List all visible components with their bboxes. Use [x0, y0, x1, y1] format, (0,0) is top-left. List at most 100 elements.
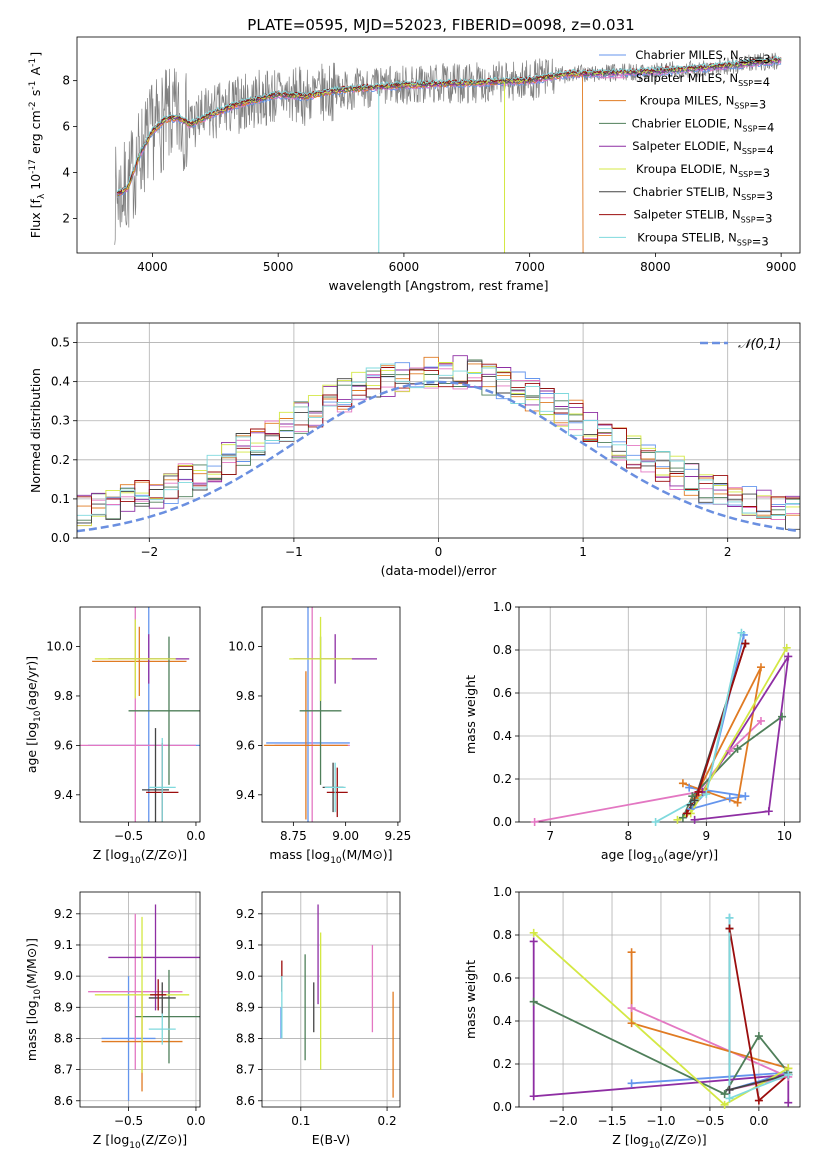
legend-label: Salpeter ELODIE, NSSP=4 — [632, 139, 774, 157]
x-axis-label: wavelength [Angstrom, rest frame] — [328, 278, 548, 293]
weight-marker — [690, 815, 699, 824]
x-tick-label: −0.5 — [114, 1114, 143, 1128]
y-tick-label: 0.1 — [51, 492, 70, 506]
weight-marker — [733, 744, 742, 753]
weight-marker — [725, 1094, 734, 1103]
x-tick-label: 8.75 — [280, 829, 307, 843]
plot-area — [534, 632, 790, 822]
y-tick-label: 8.9 — [236, 1000, 255, 1014]
plot-area — [80, 607, 200, 822]
weight-marker — [627, 1004, 636, 1013]
x-axis-label: E(B-V) — [312, 1132, 351, 1147]
axes-frame — [79, 606, 201, 823]
y-tick-label: 0.3 — [51, 414, 70, 428]
x-tick-label: 6000 — [389, 260, 420, 274]
weight-marker — [784, 652, 793, 661]
legend-label: Chabrier MILES, NSSP=3 — [635, 48, 770, 66]
panel-weight_vs_age: 7 8 9 10 0.0 0.2 0.4 0.6 0.8 1.0 age [log10(age/yr… — [463, 600, 801, 866]
plot-area — [280, 904, 394, 1098]
x-axis-label: Z [log10(Z/Z⊙)] — [93, 847, 187, 866]
legend-label: Chabrier STELIB, NSSP=3 — [633, 185, 773, 203]
plot-area — [264, 607, 377, 822]
weight-marker — [720, 1100, 729, 1109]
weight-marker — [725, 924, 734, 933]
weight-line — [533, 1000, 790, 1096]
y-tick-label: 8.8 — [54, 1031, 73, 1045]
weight-line — [687, 634, 746, 811]
x-tick-label: 0 — [435, 545, 443, 559]
weight-marker — [756, 663, 765, 672]
weight-marker — [682, 809, 691, 818]
figure-title: PLATE=0595, MJD=52023, FIBERID=0098, z=0… — [247, 16, 634, 34]
y-tick-label: 0.2 — [493, 772, 512, 786]
axes-frame — [261, 606, 401, 823]
y-tick-label: 2 — [62, 212, 70, 226]
gaussian-curve — [77, 380, 800, 533]
y-tick-label: 8.6 — [54, 1094, 73, 1108]
y-tick-label: 8.8 — [236, 1031, 255, 1045]
x-tick-label: 0.0 — [186, 829, 205, 843]
x-tick-label: −1.5 — [597, 1114, 626, 1128]
legend-label: Kroupa STELIB, NSSP=3 — [637, 230, 768, 248]
y-tick-label: 0.0 — [493, 1100, 512, 1114]
plot-area — [77, 355, 800, 533]
y-tick-label: 0.5 — [51, 336, 70, 350]
weight-marker — [725, 747, 734, 756]
axes-frame — [79, 891, 201, 1108]
weight-marker — [690, 796, 699, 805]
x-tick-label: 9000 — [766, 260, 797, 274]
y-tick-label: 0.4 — [493, 729, 512, 743]
y-tick-label: 9.6 — [236, 738, 255, 752]
weight-marker — [784, 1098, 793, 1107]
x-tick-label: 7 — [546, 829, 554, 843]
legend-label: 𝒩(0,1) — [738, 337, 781, 352]
x-tick-label: −2.0 — [548, 1114, 577, 1128]
y-tick-label: 0.0 — [51, 531, 70, 545]
weight-marker — [784, 1070, 793, 1079]
weight-marker — [756, 716, 765, 725]
weight-marker — [529, 937, 538, 946]
weight-marker — [530, 818, 539, 826]
x-axis-label: age [log10(age/yr)] — [601, 847, 718, 866]
weight-marker — [529, 928, 538, 937]
y-tick-label: 8 — [62, 74, 70, 88]
x-tick-label: 0.0 — [186, 1114, 205, 1128]
y-tick-label: 8.7 — [236, 1063, 255, 1077]
model-spectrum — [116, 55, 782, 192]
y-axis-label: age [log10(age/yr)] — [24, 656, 43, 773]
y-tick-label: 0.0 — [493, 815, 512, 829]
y-tick-label: 9.0 — [54, 969, 73, 983]
weight-marker — [627, 1019, 636, 1028]
x-axis-label: mass [log10(M/M⊙)] — [269, 847, 392, 866]
y-tick-label: 9.4 — [54, 788, 73, 802]
x-tick-label: 10 — [777, 829, 792, 843]
y-tick-label: 10.0 — [228, 640, 255, 654]
y-tick-label: 0.4 — [493, 1014, 512, 1028]
panel-age_vs_Z: −0.5 0.0 9.4 9.6 9.8 10.0 Z [log10(Z/Z⊙)] age [… — [24, 606, 206, 866]
y-tick-label: 9.8 — [54, 689, 73, 703]
weight-marker — [733, 798, 742, 807]
weight-marker — [725, 913, 734, 922]
weight-marker — [778, 712, 787, 721]
y-tick-label: 9.1 — [54, 938, 73, 952]
y-tick-label: 8.9 — [54, 1000, 73, 1014]
x-tick-label: 8000 — [640, 260, 671, 274]
y-tick-label: 9.6 — [54, 738, 73, 752]
y-axis-label: mass [log10(M/M⊙)] — [24, 938, 43, 1061]
weight-marker — [678, 813, 687, 822]
x-axis-label: Z [log10(Z/Z⊙)] — [93, 1132, 187, 1151]
weight-marker — [694, 787, 703, 796]
histogram-series — [77, 356, 800, 516]
x-tick-label: 1 — [579, 545, 587, 559]
weight-marker — [737, 628, 746, 637]
weight-marker — [688, 792, 697, 801]
x-axis-label: (data-model)/error — [381, 563, 498, 578]
y-tick-label: 1.0 — [493, 885, 512, 899]
axes-frame — [518, 891, 801, 1108]
weight-marker — [685, 783, 694, 792]
x-tick-label: 0.1 — [291, 1114, 310, 1128]
weight-marker — [741, 792, 750, 801]
x-tick-label: 8 — [624, 829, 632, 843]
axes-frame — [76, 36, 801, 254]
